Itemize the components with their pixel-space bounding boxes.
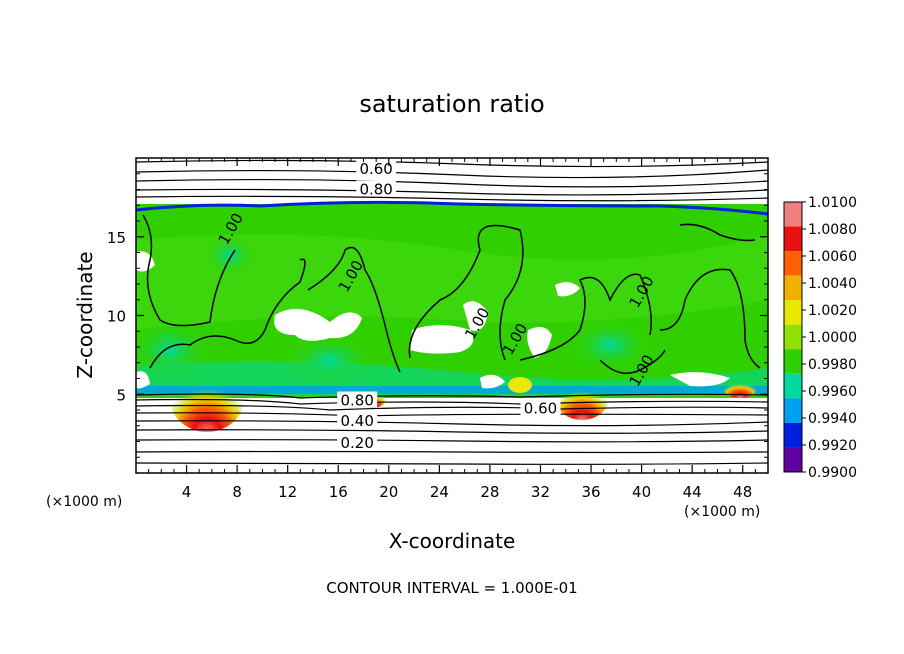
- clear-hole: [555, 282, 580, 297]
- contour-interval-note: CONTOUR INTERVAL = 1.000E-01: [326, 579, 577, 597]
- y-axis-label: Z-coordinate: [73, 251, 97, 378]
- colorbar-label: 1.0100: [808, 195, 857, 211]
- contour-label-bg: [337, 391, 378, 408]
- x-tick-label: 8: [232, 483, 242, 501]
- colorbar-label: 0.9900: [808, 465, 857, 481]
- x-tick-label: 16: [329, 483, 348, 501]
- x-tick-label: 36: [581, 483, 600, 501]
- chart-title: saturation ratio: [359, 90, 544, 118]
- colorbar-swatch: [784, 202, 802, 227]
- y-tick-label: 5: [116, 386, 126, 404]
- x-tick-label: 44: [683, 483, 702, 501]
- colorbar: 1.0100 1.0080 1.0060 1.0040 1.0020 1.0000 0.99…: [783, 195, 857, 481]
- clear-hole: [670, 372, 730, 387]
- colorbar-swatch: [784, 349, 802, 374]
- x-tick-label: 40: [632, 483, 651, 501]
- x-unit-label: (×1000 m): [684, 504, 760, 520]
- cyan-patch: [285, 335, 375, 385]
- colorbar-swatch: [784, 226, 802, 252]
- colorbar-label: 1.0020: [808, 303, 857, 319]
- contour-label: 0.60: [359, 160, 392, 178]
- cloud-top-edge: [136, 200, 768, 216]
- colorbar-swatch: [784, 324, 802, 350]
- colorbar-label: 1.0000: [808, 330, 857, 346]
- x-axis-label: X-coordinate: [389, 529, 516, 553]
- colorbar-label: 1.0040: [808, 276, 857, 292]
- colorbar-label: 0.9980: [808, 357, 857, 373]
- y-tick-label: 15: [107, 229, 126, 247]
- colorbar-swatch: [784, 422, 802, 448]
- red-hotspot: [508, 377, 532, 393]
- contour-label-bg: [356, 160, 397, 177]
- x-tick-label: 28: [480, 483, 499, 501]
- contour-label: 0.80: [359, 181, 392, 199]
- contour-label-bg: [337, 412, 378, 429]
- x-tick-label: 4: [182, 483, 192, 501]
- contours-lower: [136, 393, 768, 465]
- colorbar-label: 0.9920: [808, 438, 857, 454]
- x-tick-label: 48: [733, 483, 752, 501]
- x-axis: 4 8 12 16 20 24 28 32 36 40 44 48: [148, 158, 756, 501]
- contour-label-bg: [337, 434, 378, 451]
- clear-hole: [463, 301, 488, 331]
- clear-hole: [274, 308, 362, 341]
- colorbar-label: 1.0080: [808, 222, 857, 238]
- colorbar-swatch: [784, 398, 802, 423]
- colorbar-label: 1.0060: [808, 249, 857, 265]
- colorbar-swatch: [784, 447, 802, 472]
- colorbar-swatch: [784, 373, 802, 399]
- field-shade: [136, 234, 768, 330]
- x-tick-label: 20: [379, 483, 398, 501]
- x-tick-label: 24: [430, 483, 449, 501]
- clear-hole: [527, 326, 552, 358]
- contour-label: 0.40: [340, 412, 373, 430]
- red-hotspot: [169, 360, 245, 432]
- clear-hole: [136, 371, 150, 389]
- red-hotspot: [722, 374, 758, 398]
- y-unit-label: (×1000 m): [46, 494, 122, 510]
- colorbar-swatch: [784, 251, 802, 276]
- colorbar-swatch: [784, 300, 802, 325]
- cyan-patch: [570, 320, 650, 370]
- contours-upper: [136, 159, 768, 202]
- contour-label-bg: [520, 399, 561, 416]
- contour-label: 0.80: [340, 392, 373, 410]
- contour-1-00: [142, 214, 761, 375]
- contour-label-bg: [356, 180, 397, 197]
- y-axis: 5 10 15: [107, 173, 768, 458]
- clear-hole: [480, 374, 505, 389]
- colorbar-swatch: [784, 275, 802, 301]
- y-tick-label: 10: [107, 308, 126, 326]
- contour-label: 0.60: [524, 399, 557, 417]
- clear-hole: [410, 325, 474, 354]
- contour-label: 0.20: [340, 434, 373, 452]
- cyan-patch: [205, 235, 255, 275]
- x-tick-label: 32: [531, 483, 550, 501]
- colorbar-label: 0.9960: [808, 384, 857, 400]
- x-tick-label: 12: [278, 483, 297, 501]
- saturation-field: [136, 159, 768, 465]
- colorbar-label: 0.9940: [808, 411, 857, 427]
- blue-edge: [136, 386, 768, 394]
